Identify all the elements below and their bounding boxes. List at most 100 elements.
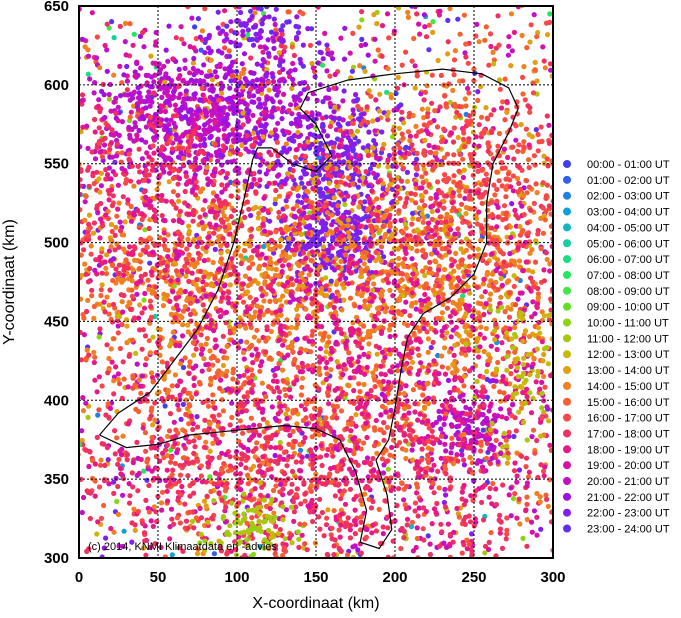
- data-point: [132, 124, 139, 130]
- data-point: [159, 192, 165, 199]
- data-point: [484, 415, 490, 421]
- data-point: [205, 403, 212, 409]
- data-point: [313, 133, 319, 140]
- data-point: [229, 99, 235, 105]
- data-point: [249, 36, 255, 43]
- data-point: [506, 43, 512, 49]
- data-point: [224, 112, 230, 118]
- data-point: [495, 459, 501, 465]
- data-point: [357, 389, 363, 395]
- data-point: [246, 108, 252, 114]
- data-point: [482, 37, 488, 43]
- data-point: [495, 13, 501, 19]
- data-point: [108, 244, 114, 250]
- data-point: [226, 65, 233, 71]
- data-point: [532, 259, 539, 265]
- data-point: [207, 135, 213, 141]
- data-point: [442, 486, 448, 492]
- data-point: [489, 501, 495, 507]
- data-point: [508, 11, 515, 17]
- data-point: [295, 364, 301, 370]
- data-point: [258, 6, 264, 12]
- data-point: [259, 62, 265, 69]
- data-point: [416, 505, 422, 511]
- data-point: [373, 224, 379, 230]
- data-point: [316, 432, 322, 438]
- data-point: [201, 136, 207, 142]
- data-point: [264, 70, 270, 76]
- data-point: [122, 39, 128, 45]
- data-point: [429, 216, 435, 222]
- data-point: [320, 62, 326, 68]
- data-point: [208, 72, 214, 78]
- data-point: [520, 535, 526, 542]
- data-point: [400, 292, 406, 299]
- data-point: [161, 296, 167, 302]
- data-point: [547, 477, 553, 483]
- data-point: [410, 457, 416, 463]
- data-point: [243, 146, 249, 152]
- data-point: [166, 155, 172, 161]
- data-point: [461, 462, 467, 468]
- data-point: [84, 347, 90, 353]
- data-point: [419, 174, 425, 180]
- data-point: [449, 435, 455, 441]
- data-point: [444, 211, 450, 217]
- data-point: [259, 304, 265, 310]
- data-point: [443, 492, 449, 498]
- data-point: [270, 98, 276, 105]
- data-point: [73, 198, 78, 203]
- data-point: [488, 530, 494, 536]
- data-point: [232, 30, 238, 36]
- data-point: [375, 117, 381, 123]
- data-point: [504, 279, 510, 285]
- data-point: [417, 31, 423, 37]
- data-point: [79, 437, 85, 444]
- data-point: [191, 352, 197, 358]
- data-point: [453, 432, 459, 438]
- data-point: [290, 444, 296, 450]
- data-point: [191, 143, 197, 149]
- data-point: [272, 297, 278, 303]
- data-point: [386, 35, 392, 41]
- data-point: [197, 34, 203, 40]
- data-point: [198, 70, 204, 76]
- data-point: [195, 546, 201, 552]
- data-point: [111, 99, 117, 105]
- data-point: [132, 527, 138, 534]
- data-point: [147, 260, 153, 266]
- data-point: [210, 190, 216, 196]
- data-point: [277, 99, 283, 105]
- data-point: [430, 422, 436, 428]
- data-point: [120, 309, 126, 315]
- data-point: [329, 230, 335, 236]
- data-point: [186, 223, 192, 229]
- data-point: [438, 433, 445, 439]
- data-point: [219, 397, 225, 403]
- data-point: [280, 367, 286, 373]
- data-point: [269, 404, 275, 410]
- data-point: [293, 325, 299, 331]
- data-point: [459, 297, 465, 303]
- data-point: [127, 244, 133, 250]
- data-point: [425, 106, 431, 112]
- data-point: [463, 211, 469, 217]
- data-point: [345, 217, 351, 223]
- data-point: [350, 320, 356, 326]
- data-point: [144, 80, 150, 86]
- data-point: [258, 28, 264, 34]
- data-point: [226, 48, 232, 54]
- data-point: [109, 19, 115, 25]
- data-point: [257, 104, 264, 110]
- data-point: [273, 6, 279, 12]
- data-point: [89, 475, 96, 482]
- data-point: [374, 305, 381, 311]
- data-point: [418, 297, 424, 304]
- data-point: [405, 14, 411, 20]
- data-point: [291, 251, 297, 258]
- data-point: [537, 499, 543, 505]
- data-point: [176, 66, 182, 72]
- data-point: [117, 63, 123, 69]
- data-point: [252, 83, 258, 89]
- data-point: [343, 275, 349, 281]
